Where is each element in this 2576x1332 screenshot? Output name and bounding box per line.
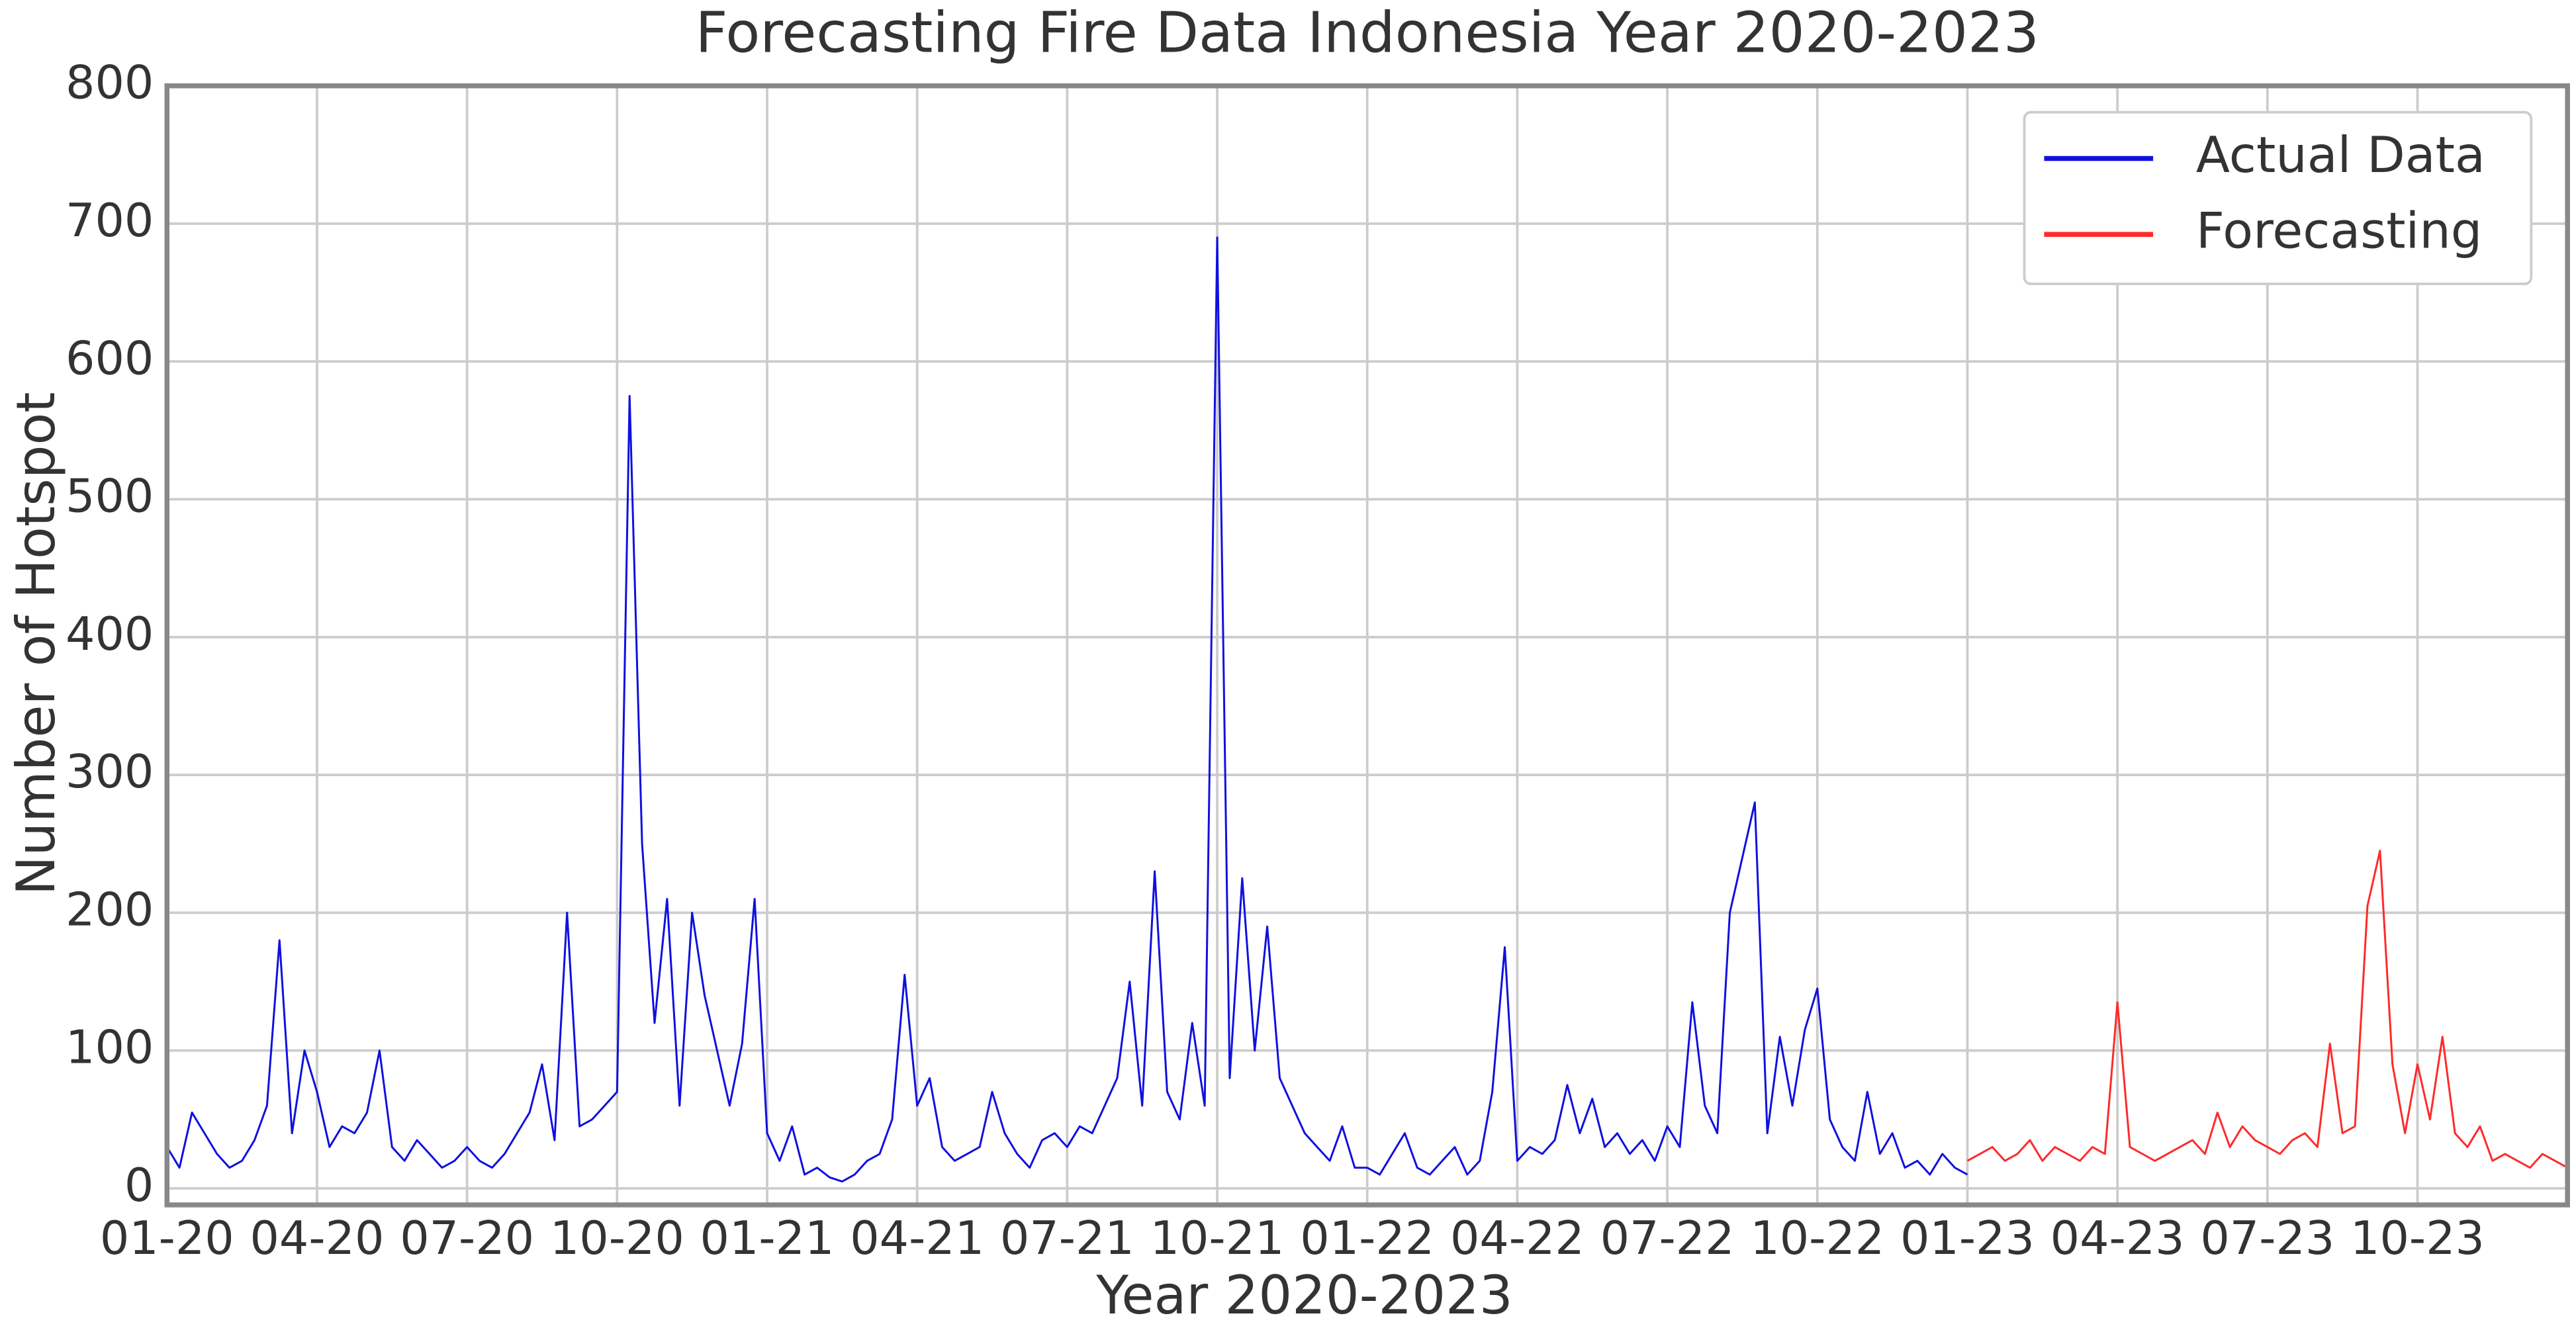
x-tick-label: 10-23: [2350, 1212, 2485, 1265]
legend-box: [2023, 111, 2533, 285]
y-tick-label: 200: [66, 883, 154, 936]
x-tick-label: 01-22: [1300, 1212, 1434, 1265]
series-line: [166, 236, 1968, 1183]
x-tick-label: 07-21: [1000, 1212, 1134, 1265]
x-tick-label: 01-23: [1900, 1212, 2035, 1265]
y-tick-label: 400: [66, 607, 154, 661]
plot-frame: [164, 83, 2570, 1208]
x-tick-label: 04-20: [250, 1212, 385, 1265]
x-tick-label: 04-21: [850, 1212, 984, 1265]
y-tick-label: 300: [66, 745, 154, 799]
x-tick-label: 07-20: [400, 1212, 534, 1265]
y-axis-label: Number of Hotspot: [5, 392, 67, 895]
x-tick-label: 01-21: [700, 1212, 835, 1265]
chart-title: Forecasting Fire Data Indonesia Year 202…: [696, 0, 2039, 66]
y-tick-label: 0: [124, 1159, 154, 1212]
legend: Actual Data Forecasting: [2023, 111, 2533, 285]
x-tick-label: 07-22: [1600, 1212, 1735, 1265]
x-tick-label: 04-23: [2050, 1212, 2185, 1265]
x-axis-label: Year 2020-2023: [1095, 1265, 1512, 1326]
y-tick-label: 600: [66, 332, 154, 385]
series-line: [1966, 850, 2568, 1169]
x-tick-label: 10-20: [550, 1212, 684, 1265]
y-tick-label: 100: [66, 1021, 154, 1075]
x-tick-label: 01-20: [100, 1212, 234, 1265]
legend-label: Actual Data: [2196, 126, 2485, 184]
y-tick-label: 800: [66, 56, 154, 110]
x-tick-label: 07-23: [2200, 1212, 2334, 1265]
x-tick-label: 10-21: [1150, 1212, 1285, 1265]
y-tick-label: 500: [66, 470, 154, 523]
x-tick-label: 04-22: [1450, 1212, 1585, 1265]
x-tick-label: 10-22: [1750, 1212, 1884, 1265]
y-tick-label: 700: [66, 194, 154, 247]
legend-label: Forecasting: [2196, 202, 2482, 260]
